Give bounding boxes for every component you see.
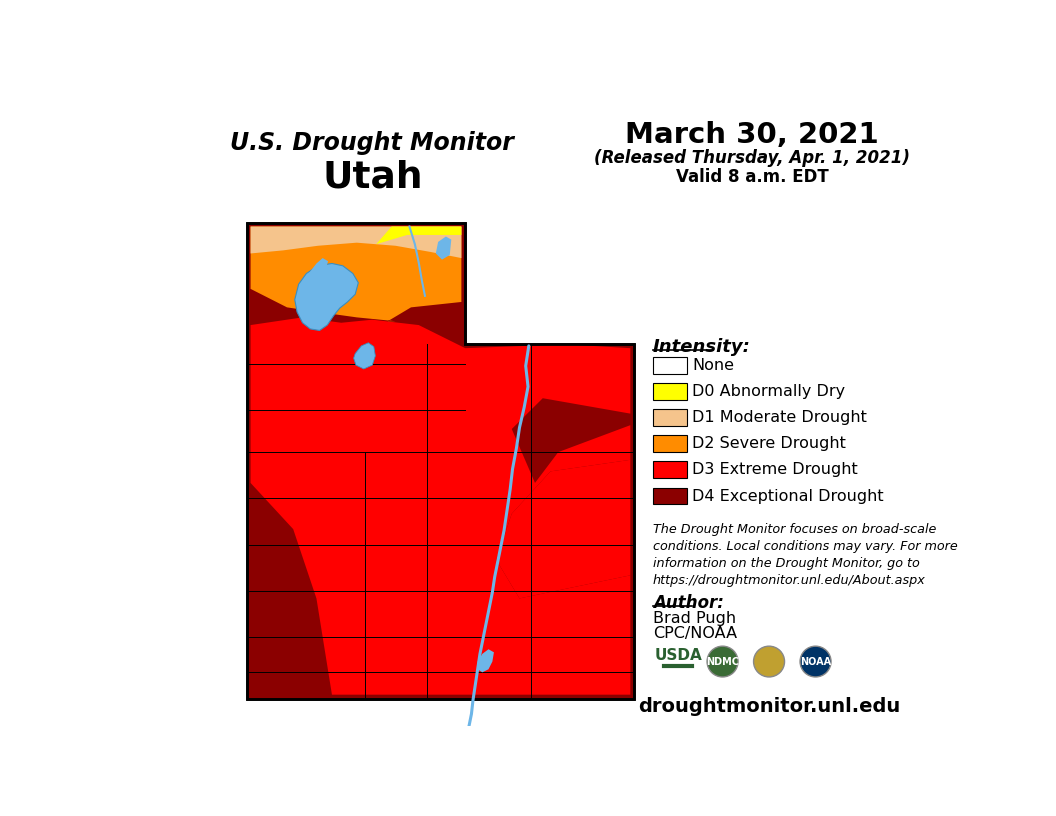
Text: (Released Thursday, Apr. 1, 2021): (Released Thursday, Apr. 1, 2021) — [593, 149, 910, 167]
Text: NDMC: NDMC — [706, 657, 739, 667]
Text: The Drought Monitor focuses on broad-scale
conditions. Local conditions may vary: The Drought Monitor focuses on broad-sca… — [653, 523, 958, 587]
Text: D3 Extreme Drought: D3 Extreme Drought — [693, 463, 859, 477]
Polygon shape — [496, 460, 630, 598]
Polygon shape — [477, 650, 494, 672]
Bar — [653, 409, 686, 426]
Text: Valid 8 a.m. EDT: Valid 8 a.m. EDT — [676, 168, 828, 186]
Bar — [653, 487, 686, 504]
Text: Brad Pugh: Brad Pugh — [653, 610, 736, 626]
Polygon shape — [250, 227, 461, 258]
Polygon shape — [247, 223, 635, 698]
Text: Utah: Utah — [322, 159, 422, 195]
Polygon shape — [250, 317, 630, 694]
Polygon shape — [354, 343, 375, 369]
Text: D0 Abnormally Dry: D0 Abnormally Dry — [693, 384, 846, 399]
Text: D2 Severe Drought: D2 Severe Drought — [693, 436, 846, 451]
Polygon shape — [376, 227, 461, 244]
Text: NOAA: NOAA — [800, 657, 831, 667]
Polygon shape — [308, 258, 328, 277]
Polygon shape — [250, 227, 461, 322]
Polygon shape — [436, 237, 451, 259]
Text: droughtmonitor.unl.edu: droughtmonitor.unl.edu — [638, 697, 900, 716]
Text: D4 Exceptional Drought: D4 Exceptional Drought — [693, 489, 884, 503]
Circle shape — [754, 646, 785, 677]
Circle shape — [708, 646, 738, 677]
Text: Intensity:: Intensity: — [653, 338, 751, 356]
Bar — [653, 435, 686, 452]
Polygon shape — [295, 264, 358, 330]
Bar — [653, 461, 686, 478]
Text: None: None — [693, 357, 734, 373]
Bar — [653, 383, 686, 400]
Text: USDA: USDA — [655, 648, 702, 663]
Text: Author:: Author: — [653, 594, 723, 612]
Circle shape — [800, 646, 831, 677]
Text: D1 Moderate Drought: D1 Moderate Drought — [693, 410, 867, 425]
Bar — [653, 357, 686, 374]
Text: CPC/NOAA: CPC/NOAA — [653, 626, 737, 641]
Text: U.S. Drought Monitor: U.S. Drought Monitor — [230, 131, 514, 154]
Text: March 30, 2021: March 30, 2021 — [625, 121, 879, 149]
Polygon shape — [338, 381, 454, 623]
